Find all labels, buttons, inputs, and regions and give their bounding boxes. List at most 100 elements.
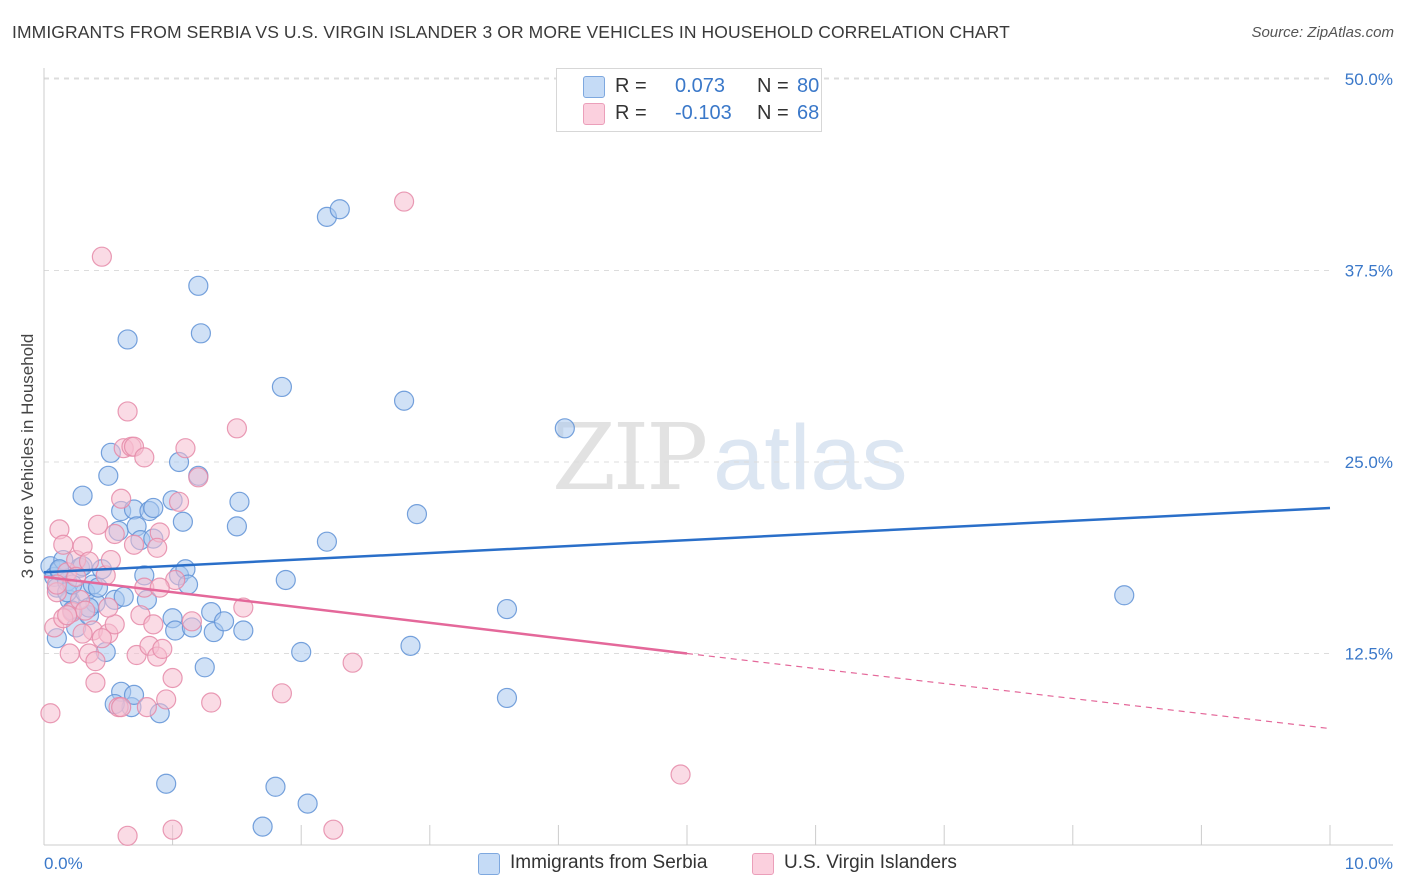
virgin-point bbox=[201, 692, 222, 713]
virgin-point bbox=[188, 467, 209, 488]
virgin-point bbox=[162, 819, 183, 840]
legend-r-label: R = bbox=[615, 75, 647, 97]
virgin-point bbox=[156, 689, 177, 710]
serbia-point bbox=[229, 491, 250, 512]
serbia-point bbox=[226, 516, 247, 537]
serbia-point bbox=[496, 687, 518, 709]
virgin-trend-line bbox=[43, 575, 688, 655]
legend-r-label: R = bbox=[615, 102, 647, 124]
virgin-point bbox=[175, 438, 196, 459]
serbia-point bbox=[329, 199, 350, 220]
virgin-point bbox=[271, 683, 293, 704]
legend-n-label: N = bbox=[757, 102, 789, 124]
serbia-point bbox=[72, 485, 93, 506]
serbia-point bbox=[496, 598, 518, 620]
virgin-point bbox=[670, 764, 691, 785]
virgin-point bbox=[152, 638, 173, 660]
virgin-point bbox=[123, 534, 145, 555]
virgin-point bbox=[75, 600, 96, 621]
virgin-point bbox=[134, 447, 155, 468]
serbia-point bbox=[165, 620, 186, 641]
legend-swatch-serbia bbox=[583, 76, 605, 98]
virgin-point bbox=[233, 597, 254, 618]
serbia-point bbox=[98, 465, 119, 486]
virgin-point bbox=[162, 667, 183, 689]
serbia-point bbox=[252, 816, 273, 837]
virgin-point bbox=[104, 523, 125, 545]
virgin-point bbox=[136, 697, 157, 718]
serbia-point bbox=[143, 497, 164, 519]
virgin-point bbox=[85, 651, 106, 672]
serbia-point bbox=[316, 531, 338, 552]
serbia-point bbox=[1114, 585, 1135, 606]
virgin-point bbox=[98, 597, 119, 618]
virgin-point bbox=[111, 697, 132, 718]
watermark: ZIPatlas bbox=[552, 404, 908, 511]
legend-r-value-serbia: 0.073 bbox=[675, 75, 726, 97]
virgin-point bbox=[342, 652, 363, 673]
serbia-point bbox=[123, 684, 145, 705]
serbia-point bbox=[117, 329, 138, 350]
virgin-point bbox=[57, 605, 78, 626]
y-tick-label: 25.0% bbox=[1345, 453, 1393, 472]
correlation-legend: R = 0.073 N = 80 R = -0.103 N = 68 bbox=[556, 68, 822, 132]
chart-title: IMMIGRANTS FROM SERBIA VS U.S. VIRGIN IS… bbox=[12, 22, 1010, 42]
serbia-point bbox=[156, 773, 177, 794]
virgin-point bbox=[91, 628, 112, 649]
legend-n-value-virgin: 68 bbox=[797, 102, 820, 124]
virgin-point bbox=[53, 534, 74, 555]
y-tick-label: 50.0% bbox=[1345, 70, 1393, 89]
bottom-legend-label-virgin: U.S. Virgin Islanders bbox=[784, 852, 957, 873]
legend-n-value-serbia: 80 bbox=[797, 75, 820, 97]
bottom-legend-label-serbia: Immigrants from Serbia bbox=[510, 852, 708, 873]
virgin-point bbox=[78, 551, 100, 572]
serbia-point bbox=[190, 323, 211, 344]
serbia-point bbox=[400, 635, 421, 656]
serbia-trend-line bbox=[43, 506, 1331, 574]
virgin-point bbox=[117, 825, 138, 846]
bottom-legend-swatch-serbia bbox=[478, 853, 500, 875]
serbia-point bbox=[188, 275, 209, 296]
virgin-point bbox=[100, 549, 121, 571]
virgin-trend-line-extrapolated bbox=[686, 652, 1331, 730]
x-tick-label-min: 0.0% bbox=[44, 854, 83, 873]
virgin-point bbox=[323, 819, 344, 840]
virgin-point bbox=[91, 246, 112, 267]
virgin-point bbox=[168, 491, 190, 512]
serbia-point bbox=[271, 376, 293, 398]
source-credit: Source: ZipAtlas.com bbox=[1251, 24, 1394, 41]
serbia-point bbox=[275, 569, 296, 591]
bottom-legend-swatch-virgin bbox=[752, 853, 774, 875]
serbia-point bbox=[393, 390, 415, 411]
x-tick-label-max: 10.0% bbox=[1345, 854, 1393, 873]
y-tick-label: 12.5% bbox=[1345, 645, 1393, 664]
virgin-point bbox=[226, 418, 247, 439]
legend-n-label: N = bbox=[757, 75, 789, 97]
virgin-point bbox=[181, 611, 202, 632]
serbia-point bbox=[233, 620, 254, 641]
serbia-point bbox=[213, 611, 235, 632]
virgin-point bbox=[85, 672, 106, 693]
y-tick-label: 37.5% bbox=[1345, 262, 1393, 281]
watermark-zip: ZIP bbox=[552, 404, 708, 511]
serbia-point bbox=[194, 657, 215, 678]
virgin-point bbox=[149, 577, 170, 598]
virgin-point bbox=[72, 623, 93, 644]
virgin-point bbox=[111, 488, 132, 509]
serbia-point bbox=[265, 776, 286, 797]
serbia-point bbox=[406, 503, 428, 525]
virgin-point bbox=[117, 401, 138, 422]
serbia-point bbox=[554, 418, 575, 439]
serbia-point bbox=[172, 511, 193, 532]
virgin-point bbox=[40, 703, 61, 724]
virgin-point bbox=[147, 537, 168, 558]
serbia-point bbox=[297, 793, 318, 814]
virgin-point bbox=[87, 514, 109, 535]
legend-swatch-virgin bbox=[583, 103, 605, 125]
virgin-point bbox=[59, 643, 80, 664]
virgin-point bbox=[393, 191, 415, 212]
legend-r-value-virgin: -0.103 bbox=[675, 102, 732, 124]
virgin-point bbox=[143, 614, 164, 635]
watermark-atlas: atlas bbox=[713, 407, 908, 509]
